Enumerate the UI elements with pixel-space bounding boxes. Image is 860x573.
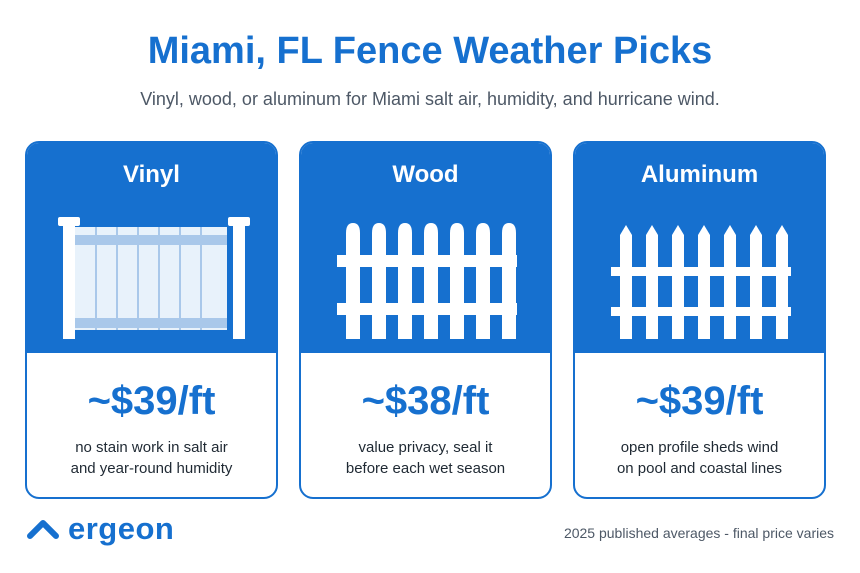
card-note: no stain work in salt air and year-round… xyxy=(27,437,276,479)
price-per-foot: ~$39/ft xyxy=(87,379,216,423)
card-header-band: Aluminum xyxy=(575,143,824,353)
note-line: and year-round humidity xyxy=(70,460,233,477)
page-title: Miami, FL Fence Weather Picks xyxy=(147,30,713,72)
ergeon-roof-icon xyxy=(27,520,59,539)
card-aluminum: Aluminum ~$39/ft open profile sheds wind… xyxy=(573,141,826,499)
logo-text: ergeon xyxy=(68,511,175,546)
page-subtitle: Vinyl, wood, or aluminum for Miami salt … xyxy=(140,89,720,109)
note-line: before each wet season xyxy=(345,460,506,477)
card-title: Aluminum xyxy=(640,161,759,188)
card-title: Vinyl xyxy=(123,161,180,188)
price-per-foot: ~$39/ft xyxy=(635,379,764,423)
card-note: open profile sheds wind on pool and coas… xyxy=(575,437,824,479)
vinyl-fence-icon xyxy=(58,217,250,339)
card-wood: Wood ~$38/ft value privacy, seal it befo… xyxy=(299,141,552,499)
ergeon-logo[interactable]: ergeon xyxy=(26,511,174,547)
price-per-foot: ~$38/ft xyxy=(361,379,490,423)
note-line: value privacy, seal it xyxy=(358,439,493,456)
card-header-band: Wood xyxy=(301,143,550,353)
card-vinyl: Vinyl ~$39/ft no stain work in salt air … xyxy=(25,141,278,499)
aluminum-spear-fence-icon xyxy=(611,225,791,339)
note-line: on pool and coastal lines xyxy=(616,460,783,477)
card-note: value privacy, seal it before each wet s… xyxy=(301,437,550,479)
wood-picket-fence-icon xyxy=(337,223,517,339)
note-line: no stain work in salt air xyxy=(75,439,228,456)
footnote: 2025 published averages - final price va… xyxy=(563,525,834,541)
card-header-band: Vinyl xyxy=(27,143,276,353)
note-line: open profile sheds wind xyxy=(620,439,779,456)
card-title: Wood xyxy=(392,161,459,188)
